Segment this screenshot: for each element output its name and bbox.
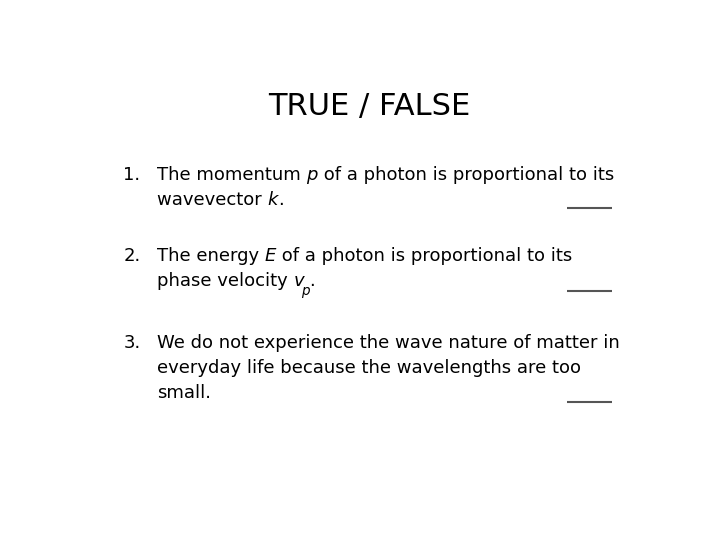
Text: p: p [301, 285, 310, 299]
Text: The energy: The energy [157, 247, 265, 265]
Text: TRUE / FALSE: TRUE / FALSE [268, 92, 470, 121]
Text: everyday life because the wavelengths are too: everyday life because the wavelengths ar… [157, 359, 581, 377]
Text: We do not experience the wave nature of matter in: We do not experience the wave nature of … [157, 334, 620, 353]
Text: phase velocity: phase velocity [157, 272, 294, 290]
Text: of a photon is proportional to its: of a photon is proportional to its [318, 166, 614, 184]
Text: k: k [267, 191, 278, 209]
Text: small.: small. [157, 384, 211, 402]
Text: E: E [265, 247, 276, 265]
Text: of a photon is proportional to its: of a photon is proportional to its [276, 247, 572, 265]
Text: p: p [307, 166, 318, 184]
Text: .: . [309, 272, 315, 290]
Text: 1.: 1. [124, 166, 140, 184]
Text: .: . [278, 191, 284, 209]
Text: 2.: 2. [124, 247, 140, 265]
Text: v: v [294, 272, 304, 290]
Text: The momentum: The momentum [157, 166, 307, 184]
Text: wavevector: wavevector [157, 191, 267, 209]
Text: 3.: 3. [124, 334, 140, 353]
